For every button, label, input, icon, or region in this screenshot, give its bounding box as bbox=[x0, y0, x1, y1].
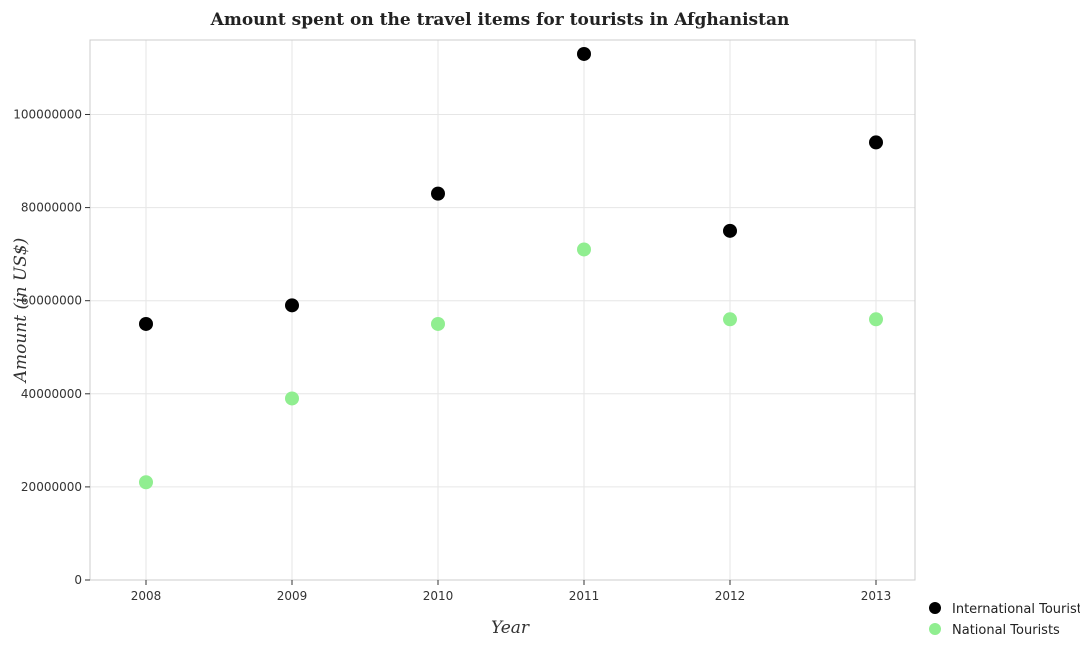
y-tick-label: 20000000 bbox=[21, 480, 82, 494]
point-international-tourists-2009 bbox=[285, 298, 299, 313]
legend: International Tourists National Tourists bbox=[929, 602, 1080, 638]
chart-title: Amount spent on the travel items for tou… bbox=[210, 10, 790, 30]
point-international-tourists-2012 bbox=[723, 223, 737, 238]
point-national-tourists-2009 bbox=[285, 391, 299, 406]
x-tick-label: 2009 bbox=[277, 589, 308, 603]
x-axis: 2008 2009 2010 2011 2012 2013 bbox=[131, 580, 892, 603]
point-international-tourists-2013 bbox=[869, 135, 883, 150]
legend-label: International Tourists bbox=[952, 602, 1080, 617]
x-tick-label: 2012 bbox=[715, 589, 746, 603]
y-tick-label: 0 bbox=[74, 573, 82, 587]
x-tick-label: 2010 bbox=[423, 589, 454, 603]
legend-label: National Tourists bbox=[952, 623, 1060, 638]
x-tick-label: 2013 bbox=[861, 589, 892, 603]
y-tick-label: 80000000 bbox=[21, 201, 82, 215]
point-international-tourists-2010 bbox=[431, 186, 445, 201]
y-axis: 0 20000000 40000000 60000000 80000000 1000000… bbox=[13, 107, 90, 587]
y-tick-label: 60000000 bbox=[21, 294, 82, 308]
point-national-tourists-2008 bbox=[139, 475, 153, 490]
x-axis-label: Year bbox=[491, 618, 530, 638]
y-axis-label: Amount (in US$) bbox=[11, 238, 31, 385]
point-international-tourists-2008 bbox=[139, 316, 153, 331]
plot-area bbox=[89, 39, 916, 581]
y-tick-label: 100000000 bbox=[13, 107, 82, 121]
x-tick-label: 2008 bbox=[131, 589, 162, 603]
legend-marker bbox=[929, 623, 941, 635]
point-national-tourists-2012 bbox=[723, 312, 737, 327]
point-national-tourists-2010 bbox=[431, 316, 445, 331]
point-national-tourists-2013 bbox=[869, 312, 883, 327]
x-tick-label: 2011 bbox=[569, 589, 600, 603]
legend-marker bbox=[929, 602, 941, 614]
grid bbox=[90, 40, 915, 581]
point-national-tourists-2011 bbox=[577, 242, 591, 257]
y-tick-label: 40000000 bbox=[21, 387, 82, 401]
data-points bbox=[139, 46, 883, 490]
point-international-tourists-2011 bbox=[577, 46, 591, 61]
